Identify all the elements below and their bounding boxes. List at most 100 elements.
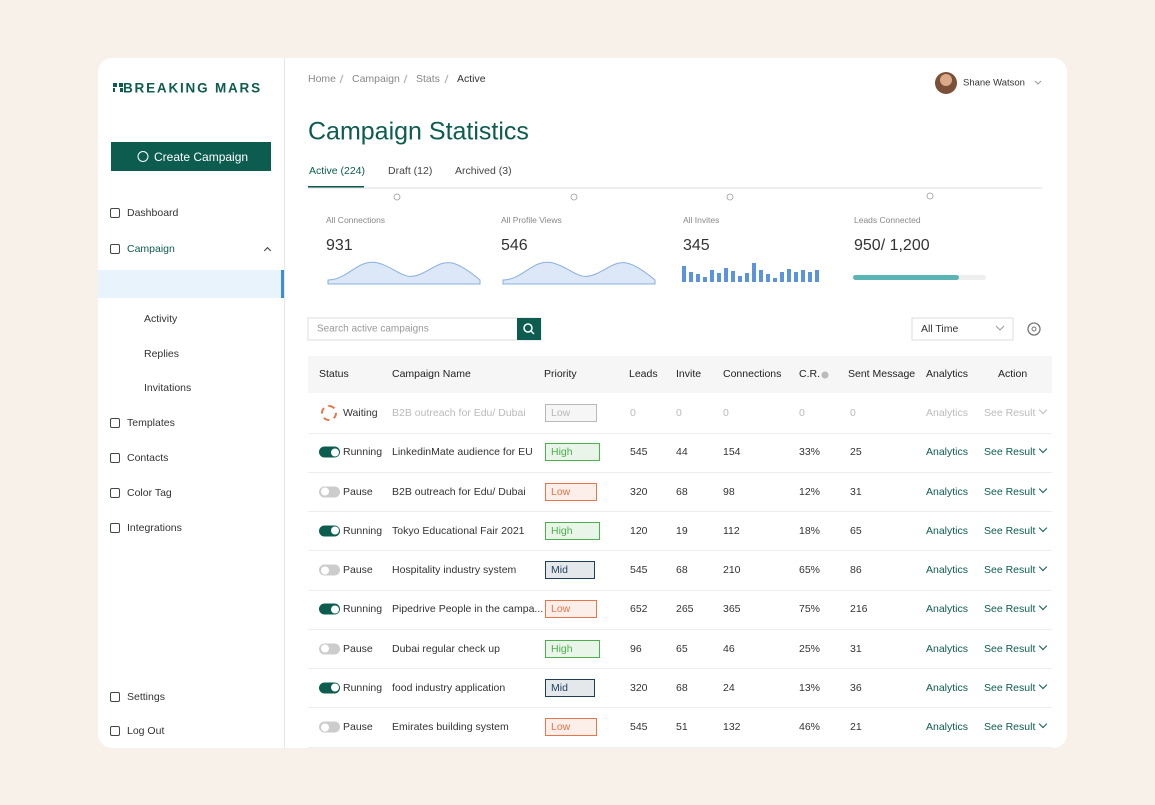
cell-sent: 31 [850, 485, 862, 498]
stat-label: Leads Connected [854, 215, 921, 225]
column-header: Action [998, 368, 1028, 380]
cell-connections: 132 [723, 721, 741, 733]
brand: BREAKING MARS [123, 80, 262, 96]
cell-leads: 652 [630, 603, 648, 616]
status-toggle[interactable] [319, 525, 340, 537]
cell-invite: 44 [676, 446, 688, 459]
nav-item[interactable]: Contacts [127, 452, 169, 464]
campaign-name: Emirates building system [392, 721, 509, 733]
status-toggle[interactable] [319, 721, 340, 733]
cell-sent: 31 [850, 642, 862, 655]
nav-item[interactable]: Campaign [127, 243, 175, 255]
priority-badge[interactable]: Low [545, 404, 598, 422]
cell-leads: 0 [630, 407, 636, 419]
row-divider [308, 628, 1052, 630]
analytics-link[interactable]: Analytics [926, 642, 969, 655]
campaign-name: Hospitality industry system [392, 564, 517, 576]
status: Pause [343, 721, 373, 733]
analytics-link[interactable]: Analytics [926, 603, 969, 616]
nav-item[interactable]: Log Out [127, 725, 165, 737]
column-header: Connections [723, 368, 782, 380]
cell-connections: 24 [723, 681, 735, 694]
analytics-link[interactable]: Analytics [926, 407, 969, 419]
status-toggle[interactable] [319, 446, 340, 458]
status: Pause [343, 485, 373, 498]
column-header: C.R. [799, 368, 820, 380]
see-result[interactable]: See Result [984, 642, 1036, 655]
toggle-knob [320, 723, 329, 731]
cell-connections: 365 [723, 603, 741, 616]
cell-sent: 21 [850, 721, 862, 733]
priority-badge[interactable]: Low [545, 600, 598, 619]
column-header: Sent Message [848, 368, 916, 380]
campaign-name: food industry application [392, 681, 506, 694]
analytics-link[interactable]: Analytics [926, 485, 969, 498]
nav-item[interactable]: Templates [127, 417, 175, 429]
sub-nav-item[interactable]: Invitations [144, 382, 192, 395]
see-result[interactable]: See Result [984, 407, 1036, 419]
see-result[interactable]: See Result [984, 524, 1036, 537]
nav-icon [110, 488, 120, 498]
column-header: Invite [676, 368, 702, 380]
stat-label: All Profile Views [501, 215, 562, 225]
breadcrumb-item: Stats [416, 73, 440, 85]
analytics-link[interactable]: Analytics [926, 564, 969, 576]
user-name: Shane Watson [963, 77, 1025, 89]
nav-item[interactable]: Settings [127, 691, 165, 703]
status-toggle[interactable] [319, 564, 340, 576]
row-divider [308, 589, 1052, 591]
time-filter[interactable]: All Time [921, 323, 959, 335]
cell-sent: 216 [850, 603, 868, 616]
nav-item[interactable]: Integrations [127, 522, 182, 534]
see-result[interactable]: See Result [984, 603, 1036, 616]
status-toggle[interactable] [319, 682, 340, 694]
campaign-name: B2B outreach for Edu/ Dubai [392, 485, 526, 498]
toggle-knob [330, 526, 339, 535]
analytics-link[interactable]: Analytics [926, 721, 969, 733]
sub-nav-item[interactable]: Replies [144, 347, 180, 360]
analytics-link[interactable]: Analytics [926, 681, 969, 694]
create-campaign-button[interactable]: Create Campaign [154, 149, 249, 164]
campaign-name: Pipedrive People in the campa... [392, 603, 544, 616]
see-result[interactable]: See Result [984, 681, 1036, 694]
cell-invite: 19 [676, 524, 688, 537]
analytics-link[interactable]: Analytics [926, 446, 969, 459]
see-result[interactable]: See Result [984, 485, 1036, 498]
sidebar: BREAKING MARSDashboardCampaignStatsActiv… [98, 58, 285, 748]
status-toggle[interactable] [319, 486, 340, 497]
nav-item[interactable]: Dashboard [127, 207, 179, 219]
priority-badge[interactable]: High [545, 639, 600, 658]
analytics-link[interactable]: Analytics [926, 524, 969, 537]
campaign-name: Dubai regular check up [392, 642, 500, 655]
cell-invite: 65 [676, 642, 688, 655]
status-toggle[interactable] [319, 643, 340, 654]
see-result[interactable]: See Result [984, 564, 1036, 576]
see-result[interactable]: See Result [984, 721, 1036, 733]
cell-sent: 0 [850, 407, 856, 419]
cell-cr: 75% [799, 603, 821, 616]
decorations [98, 72, 1052, 393]
priority-badge[interactable]: High [545, 521, 600, 540]
tab[interactable]: Archived (3) [455, 165, 512, 177]
priority-badge[interactable]: Mid [545, 678, 595, 697]
see-result[interactable]: See Result [984, 446, 1036, 459]
nav-icon [110, 418, 120, 428]
priority-badge[interactable]: Low [545, 482, 598, 501]
tab[interactable]: Active (224) [309, 165, 366, 177]
toggle-knob [320, 644, 329, 653]
cell-cr: 0 [799, 407, 805, 419]
nav-icon [110, 726, 120, 736]
cell-leads: 120 [630, 524, 648, 537]
sub-nav-item[interactable]: Activity [144, 312, 178, 325]
row-divider [308, 511, 1052, 513]
tab[interactable]: Draft (12) [388, 165, 433, 177]
search-input[interactable]: Search active campaigns [317, 323, 429, 335]
priority-badge[interactable]: Low [545, 718, 598, 736]
status: Running [343, 524, 383, 537]
status-toggle[interactable] [319, 603, 340, 615]
cell-invite: 68 [676, 681, 688, 694]
status: Waiting [343, 407, 378, 419]
priority-badge[interactable]: Mid [545, 561, 595, 579]
nav-item[interactable]: Color Tag [127, 487, 172, 499]
priority-badge[interactable]: High [545, 443, 600, 462]
